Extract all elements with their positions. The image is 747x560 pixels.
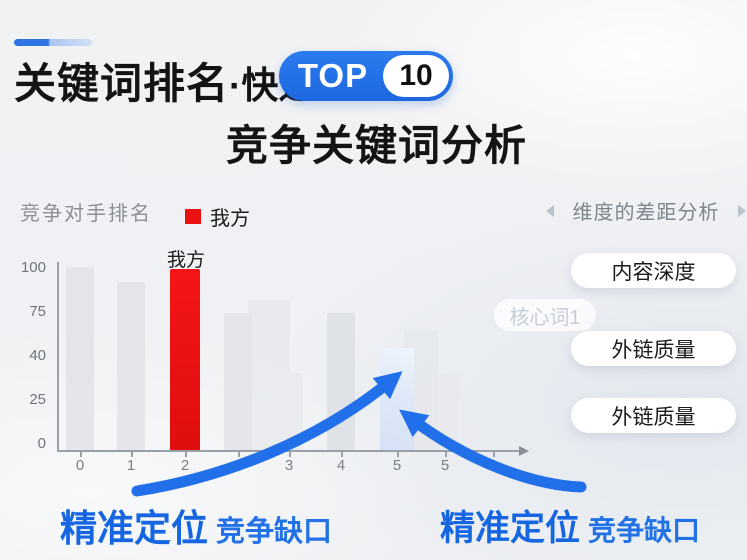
y-axis	[57, 262, 59, 452]
annotation-left-bold: 精准定位	[60, 508, 208, 549]
x-axis-arrowhead-icon	[519, 446, 529, 456]
chevron-right-icon[interactable]	[738, 204, 746, 217]
annotation-right-bold: 精准定位	[440, 509, 581, 548]
dimension-analysis-header: 维度的差距分析	[546, 196, 746, 225]
chart-bar-7	[431, 373, 459, 450]
chart-title: 竞争对手排名	[20, 203, 152, 225]
dimension-pill-backlink-quality-2[interactable]: 外链质量	[571, 398, 736, 433]
x-tick-label: 3	[284, 457, 294, 474]
page-subtitle: 竞争关键词分析	[226, 122, 528, 169]
chart-legend: 我方	[185, 202, 250, 231]
chart-bar-3	[224, 313, 252, 450]
top-badge-number: 10	[383, 55, 449, 97]
x-tick-label: 1	[126, 457, 136, 474]
y-tick-label: 25	[29, 391, 46, 408]
annotation-left-rest: 竞争缺口	[216, 516, 333, 548]
annotation-left: 精准定位 竞争缺口	[60, 498, 332, 552]
chart-bar-2	[170, 269, 200, 450]
core-keyword-tag: 核心词1	[494, 299, 596, 331]
chart-bar-4	[275, 373, 303, 450]
y-tick-label: 75	[29, 303, 46, 320]
x-tick-label: 4	[336, 457, 346, 474]
top10-badge: TOP 10	[279, 51, 453, 101]
page-title: 关键词排名·快速	[14, 50, 315, 111]
dimension-pill-backlink-quality-1[interactable]: 外链质量	[571, 331, 736, 366]
annotation-right-rest: 竞争缺口	[588, 515, 701, 546]
title-main-text: 关键词排名	[14, 60, 230, 107]
x-tick-label: 0	[75, 457, 85, 474]
dimension-pill-content-depth[interactable]: 内容深度	[571, 253, 736, 288]
y-tick-label: 0	[37, 435, 46, 452]
dimension-analysis-title: 维度的差距分析	[572, 202, 720, 224]
decorative-progress-bar	[14, 39, 92, 46]
legend-label: 我方	[210, 208, 250, 230]
chart-bar-0	[66, 267, 94, 450]
y-tick-label: 100	[20, 259, 46, 276]
chart-bar-5	[327, 313, 355, 450]
x-tick	[80, 451, 82, 457]
annotation-right: 精准定位 竞争缺口	[440, 500, 700, 551]
chart-bar-6	[380, 348, 414, 450]
legend-swatch-red	[185, 209, 201, 224]
top-badge-label: TOP	[297, 57, 369, 94]
chevron-left-icon[interactable]	[546, 204, 554, 217]
chart-bar-1	[117, 282, 145, 450]
x-tick-label: 2	[180, 457, 190, 474]
our-bar-label: 我方	[166, 250, 205, 271]
x-tick	[238, 451, 240, 457]
x-tick-label: 5	[440, 457, 450, 474]
x-tick	[493, 451, 495, 457]
x-tick-label: 5	[392, 457, 402, 474]
y-tick-label: 40	[29, 347, 46, 364]
